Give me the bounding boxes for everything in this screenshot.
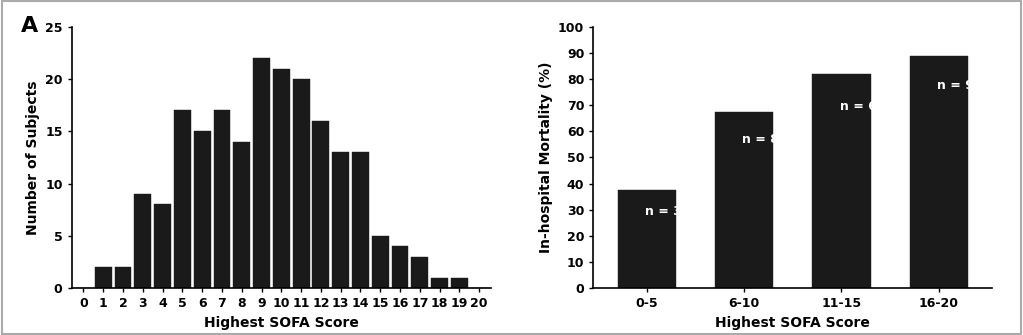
Text: n = 67: n = 67 bbox=[840, 99, 885, 113]
Bar bbox=[715, 112, 773, 288]
Text: n = 38: n = 38 bbox=[644, 205, 691, 218]
Bar bbox=[352, 152, 369, 288]
Bar bbox=[411, 257, 429, 288]
Y-axis label: In-hospital Mortality (%): In-hospital Mortality (%) bbox=[538, 62, 552, 253]
Bar bbox=[95, 267, 112, 288]
Bar bbox=[431, 278, 448, 288]
Bar bbox=[253, 58, 270, 288]
Bar bbox=[154, 204, 171, 288]
Bar bbox=[273, 69, 290, 288]
Bar bbox=[233, 142, 251, 288]
Bar bbox=[332, 152, 349, 288]
Text: A: A bbox=[21, 16, 39, 37]
X-axis label: Highest SOFA Score: Highest SOFA Score bbox=[715, 316, 871, 330]
Y-axis label: Number of Subjects: Number of Subjects bbox=[26, 80, 40, 235]
Text: n = 89: n = 89 bbox=[743, 133, 788, 146]
Bar bbox=[812, 74, 871, 288]
X-axis label: Highest SOFA Score: Highest SOFA Score bbox=[204, 316, 359, 330]
Bar bbox=[193, 131, 211, 288]
Bar bbox=[312, 121, 329, 288]
Bar bbox=[909, 56, 968, 288]
Text: n = 9: n = 9 bbox=[937, 79, 974, 92]
Bar bbox=[392, 246, 408, 288]
Bar bbox=[371, 236, 389, 288]
Bar bbox=[214, 111, 230, 288]
Bar bbox=[618, 190, 676, 288]
Bar bbox=[451, 278, 468, 288]
Bar bbox=[293, 79, 310, 288]
Bar bbox=[134, 194, 151, 288]
Bar bbox=[115, 267, 132, 288]
Bar bbox=[174, 111, 191, 288]
